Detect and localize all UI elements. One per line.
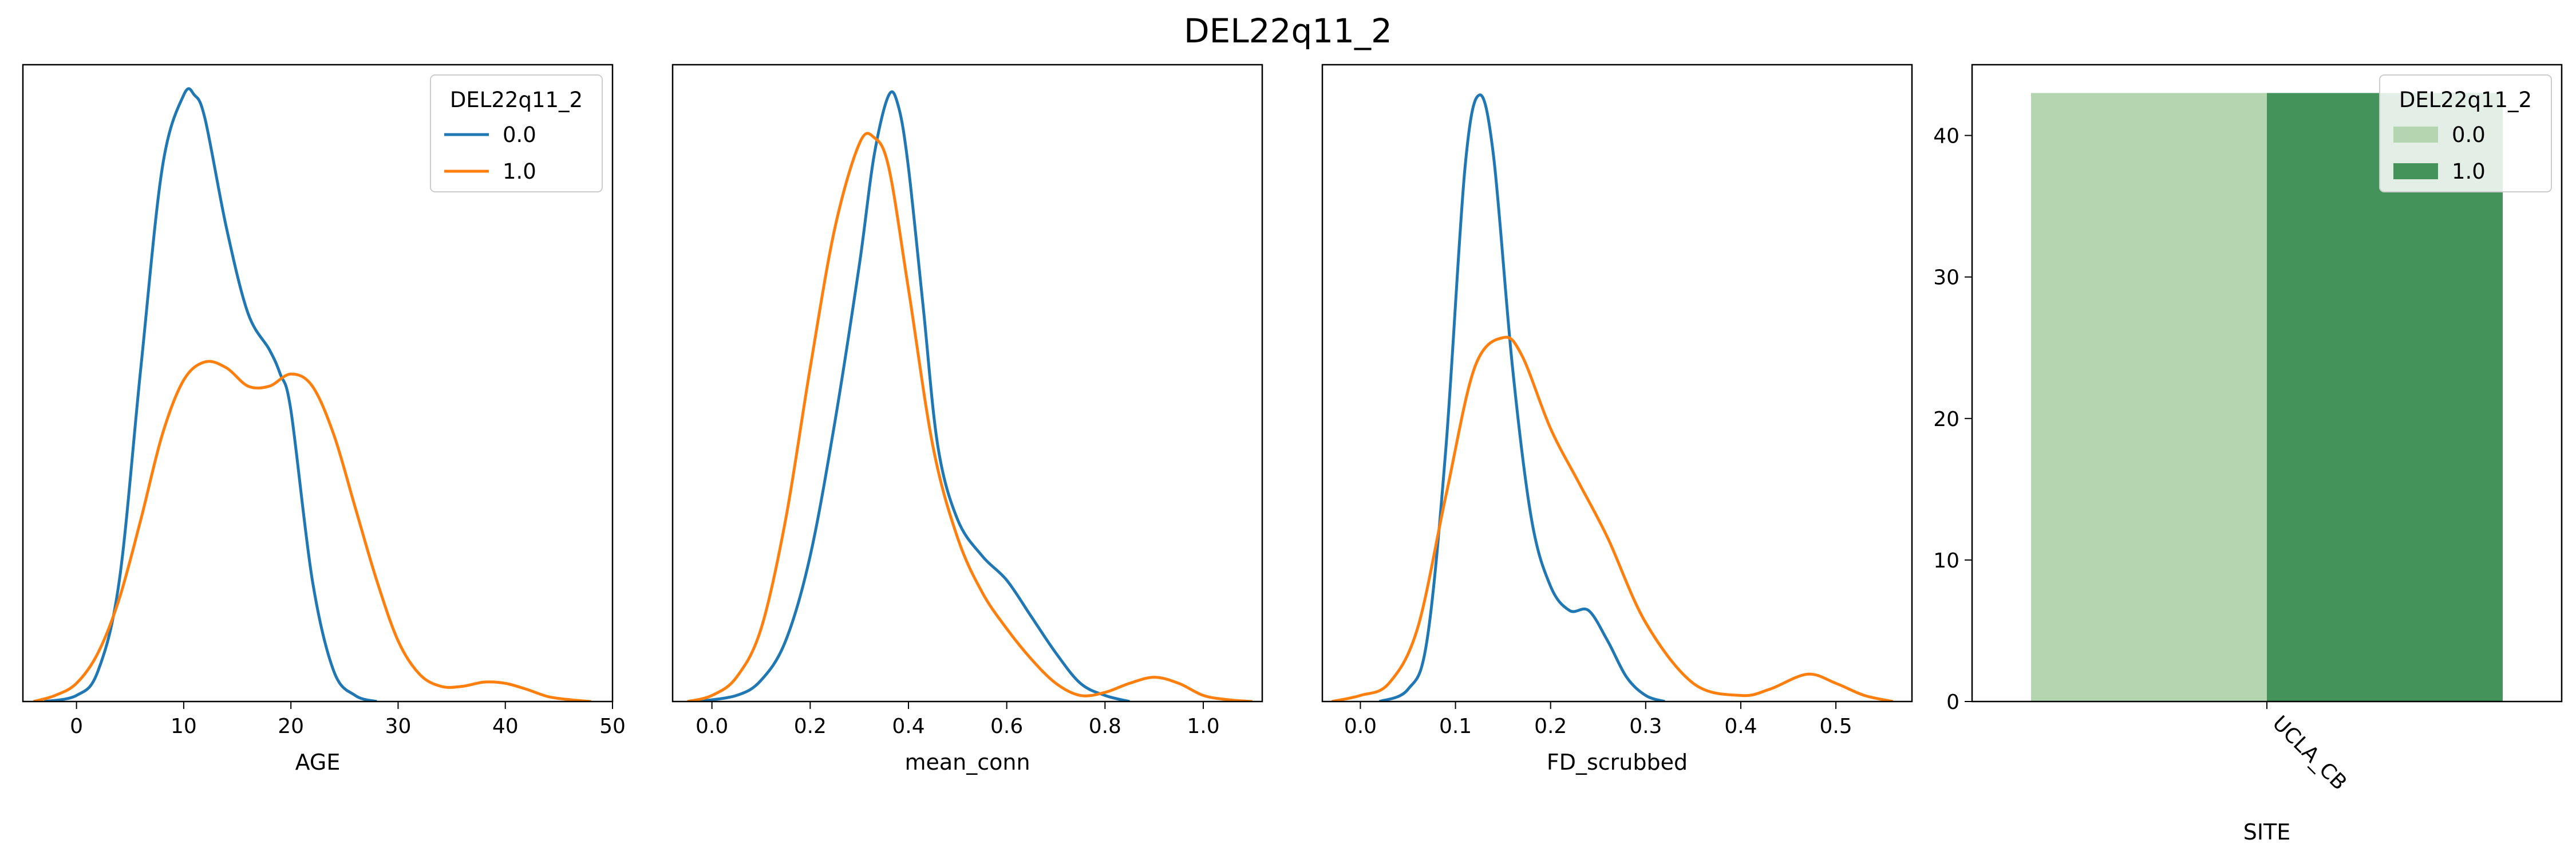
y-tick-label: 40 [1933, 125, 1959, 148]
x-tick-label: 50 [599, 715, 626, 738]
x-tick-label: 30 [385, 715, 412, 738]
x-axis-label: AGE [295, 750, 341, 775]
legend-frame [2379, 74, 2552, 192]
panel-2: 0.0 0.1 0.2 0.3 0.4 0.5 FD_scrubbed [1321, 64, 1913, 775]
y-tick-label: 20 [1933, 408, 1959, 431]
x-tick-label: 0.5 [1819, 715, 1852, 738]
panel-3: 0 10 20 30 40 UCLA_CB SITE DEL22q11_2 0.0 1.0 [1933, 64, 2563, 845]
legend-3: DEL22q11_2 0.0 1.0 [2379, 74, 2552, 192]
legend-frame [430, 74, 603, 192]
y-tick-label: 30 [1933, 266, 1959, 290]
legend-swatch-1.0 [2393, 163, 2438, 179]
y-tick-label: 10 [1933, 549, 1959, 573]
axes-frame [1971, 64, 2563, 703]
panel-0: 0 10 20 30 40 50 AGE DEL22q11_2 0.0 1.0 [22, 64, 626, 775]
x-axis-label: SITE [2243, 819, 2291, 845]
legend-0: DEL22q11_2 0.0 1.0 [430, 74, 603, 192]
series-group [687, 90, 1253, 702]
axes-frame [1321, 64, 1913, 703]
x-tick-label: 20 [278, 715, 304, 738]
x-tick-label: 0.2 [794, 715, 827, 738]
legend-label-0.0: 0.0 [503, 123, 536, 147]
x-tick-label: 0.4 [1724, 715, 1757, 738]
kde-line-0.0 [697, 90, 1130, 702]
x-tick-label: 0.6 [990, 715, 1023, 738]
panel-1: 0.0 0.2 0.4 0.6 0.8 1.0 mean_conn [671, 64, 1263, 775]
x-axis-label: FD_scrubbed [1547, 750, 1688, 775]
series-group [1332, 93, 1894, 702]
x-tick-label: UCLA_CB [2268, 711, 2352, 795]
legend-label-1.0: 1.0 [2452, 159, 2486, 184]
legend-title: DEL22q11_2 [450, 88, 583, 112]
y-tick-label: 0 [1946, 691, 1959, 714]
x-tick-label: 0.0 [696, 715, 728, 738]
kde-line-1.0 [687, 132, 1253, 702]
series-group [33, 87, 591, 702]
x-tick-label: 0 [70, 715, 83, 738]
legend-label-1.0: 1.0 [503, 159, 536, 184]
x-tick-label: 0.0 [1344, 715, 1377, 738]
figure-title: DEL22q11_2 [1184, 11, 1392, 50]
x-tick-label: 0.4 [892, 715, 924, 738]
legend-label-0.0: 0.0 [2452, 123, 2486, 147]
axes-frame [671, 64, 1263, 703]
bar-0.0 [2031, 93, 2267, 702]
legend-swatch-0.0 [2393, 127, 2438, 143]
kde-line-1.0 [1332, 336, 1894, 702]
x-tick-label: 1.0 [1187, 715, 1219, 738]
kde-line-0.0 [44, 87, 377, 702]
bar-1.0 [2267, 93, 2503, 702]
x-axis-label: mean_conn [904, 750, 1030, 775]
legend-title: DEL22q11_2 [2399, 88, 2532, 112]
x-tick-label: 40 [492, 715, 519, 738]
axes-frame [22, 64, 614, 703]
x-tick-label: 10 [171, 715, 197, 738]
x-tick-label: 0.2 [1534, 715, 1567, 738]
x-tick-label: 0.3 [1629, 715, 1662, 738]
x-tick-label: 0.1 [1439, 715, 1472, 738]
x-tick-label: 0.8 [1089, 715, 1121, 738]
kde-line-1.0 [33, 360, 591, 702]
